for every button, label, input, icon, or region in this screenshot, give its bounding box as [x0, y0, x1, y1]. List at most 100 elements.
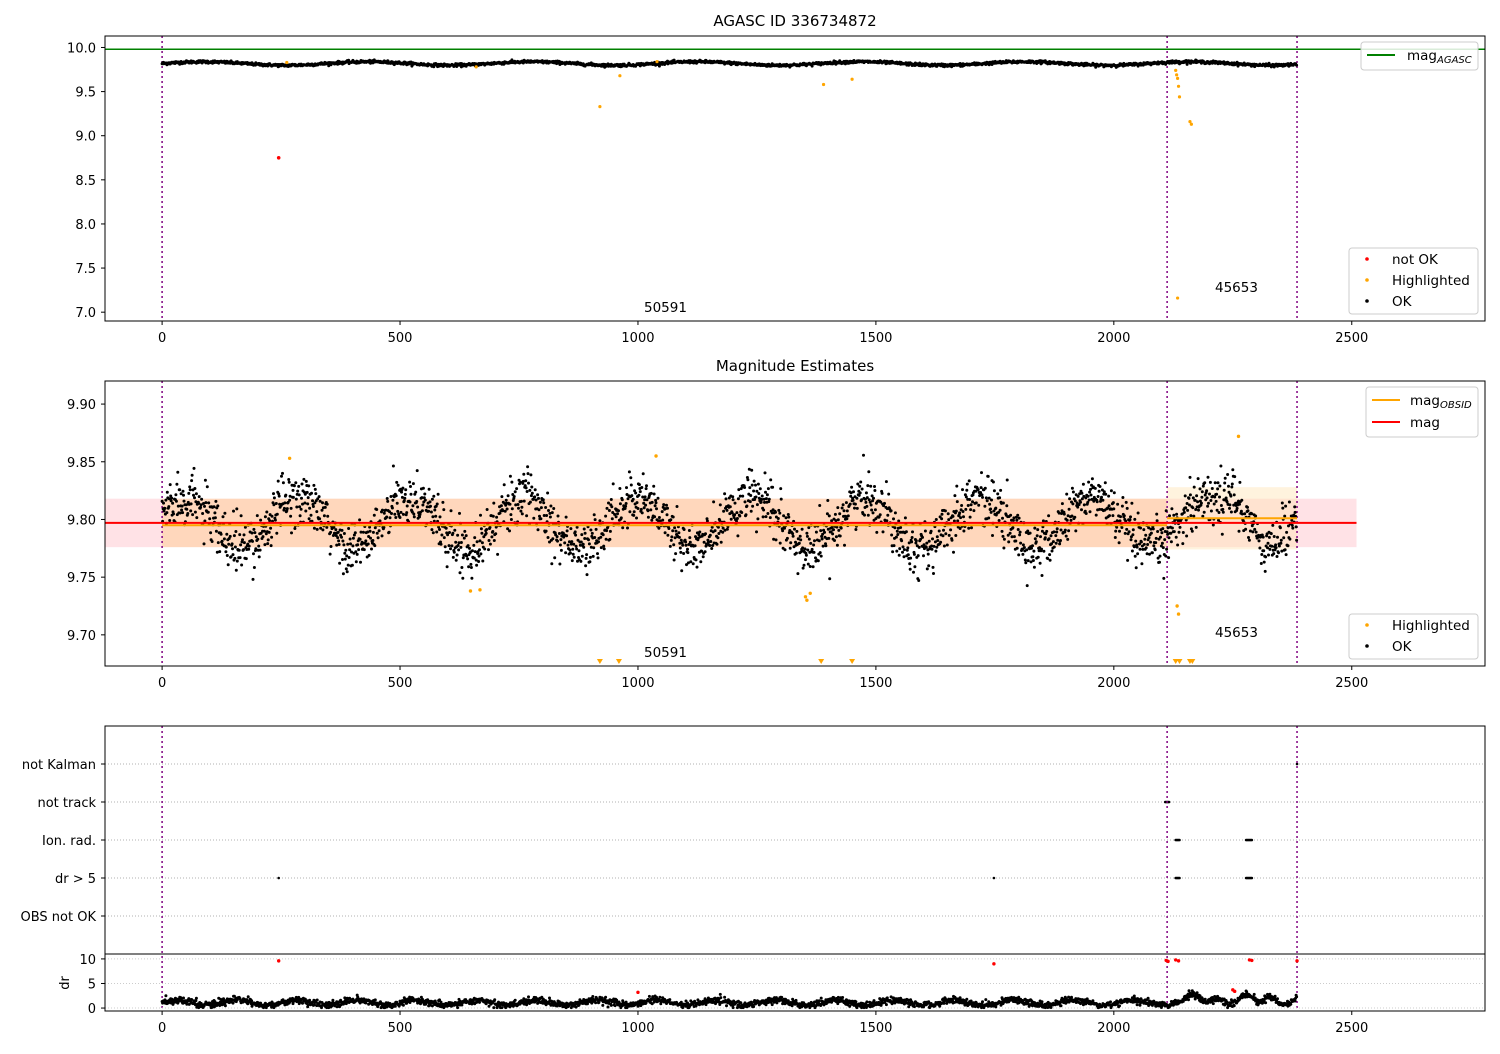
legend-dot-swatch [1365, 257, 1369, 261]
legend-dot-swatch [1365, 278, 1369, 282]
flag-point [992, 876, 996, 880]
flag-category-label: Ion. rad. [42, 834, 96, 849]
offscale-marker [1176, 659, 1183, 664]
legend-subscript: OBSID [1440, 400, 1472, 411]
ok-points [160, 58, 1299, 69]
highlighted-point [618, 74, 622, 78]
offscale-marker [596, 659, 603, 664]
x-tick-label: 500 [388, 676, 413, 691]
flag-point [1295, 762, 1299, 766]
highlighted-point [1176, 612, 1181, 616]
offscale-marker [818, 659, 825, 664]
legend-label: OK [1392, 294, 1413, 310]
highlighted-point [1175, 73, 1179, 77]
legend-dot-swatch [1365, 644, 1369, 648]
highlighted-point [1175, 76, 1180, 80]
y-tick-label: 9.90 [67, 398, 96, 413]
legend-label: mag [1410, 415, 1440, 431]
highlighted-point [803, 595, 808, 599]
highlighted-point [805, 598, 809, 602]
flag-point [277, 876, 280, 880]
highlighted-point [468, 589, 473, 593]
legend-label: not OK [1392, 252, 1439, 268]
x-tick-label: 1500 [859, 331, 892, 346]
mid-obsid-a-label: 50591 [644, 645, 687, 661]
highlighted-point [655, 59, 659, 64]
flag-category-label: not track [37, 796, 96, 811]
x-tick-label: 0 [158, 1021, 166, 1036]
dr-panel-frame [104, 953, 1486, 1012]
dr-points [160, 989, 1299, 1010]
dr-axis-label: dr [58, 976, 73, 990]
highlighted-point [850, 77, 854, 81]
highlighted-point [1174, 68, 1178, 73]
dr-high-point [636, 990, 640, 995]
x-tick-label: 1500 [859, 676, 892, 691]
not-ok-point [276, 155, 281, 160]
top-status-legend [1348, 247, 1479, 315]
legend-label: OK [1392, 639, 1413, 655]
highlighted-point [1188, 119, 1192, 124]
flag-point [1167, 800, 1171, 804]
dr-high-point [1295, 959, 1299, 963]
highlighted-point [1189, 122, 1193, 126]
dr-high-point [1166, 959, 1170, 964]
highlighted-point [1236, 434, 1241, 439]
highlighted-point [1175, 604, 1179, 608]
flag-point [1250, 876, 1254, 880]
y-tick-label: 8.5 [75, 174, 96, 189]
y-tick-label: 9.75 [67, 571, 96, 586]
highlighted-point [1175, 296, 1180, 300]
top-obsid-b-label: 45653 [1215, 280, 1258, 296]
top-panel [104, 35, 1486, 322]
highlighted-point [474, 65, 478, 69]
x-tick-label: 500 [388, 1021, 413, 1036]
y-tick-label: 7.5 [75, 262, 96, 277]
dr-high-point [276, 959, 281, 963]
y-tick-label: 9.0 [75, 130, 96, 145]
top-panel-title: AGASC ID 336734872 [713, 12, 876, 30]
y-tick-label: 10 [79, 953, 96, 968]
legend-subscript: AGASC [1436, 55, 1472, 66]
dr-high-point [1176, 959, 1181, 963]
highlighted-point [478, 588, 482, 592]
x-tick-label: 2500 [1335, 1021, 1368, 1036]
x-tick-label: 2500 [1335, 676, 1368, 691]
highlighted-point [1176, 84, 1181, 88]
legend-dot-swatch [1365, 299, 1369, 303]
y-tick-label: 10.0 [67, 41, 96, 56]
y-tick-label: 9.70 [67, 629, 96, 644]
plot-layer: 0 500 1000 1500 2000 25007.07.58.08.59.09.510… [21, 35, 1486, 1036]
flag-category-label: dr > 5 [55, 872, 96, 887]
dr-high-point [1250, 958, 1254, 963]
highlighted-point [287, 456, 292, 461]
offscale-marker [849, 659, 856, 664]
flag-category-label: not Kalman [22, 758, 96, 773]
top-line-legend [1360, 41, 1479, 71]
y-tick-label: 9.85 [67, 456, 96, 471]
top-panel-frame [104, 35, 1486, 322]
highlighted-point [821, 82, 826, 87]
x-tick-label: 0 [158, 676, 166, 691]
y-tick-label: 7.0 [75, 306, 96, 321]
x-tick-label: 1500 [859, 1021, 892, 1036]
y-tick-label: 8.0 [75, 218, 96, 233]
legend-label: Highlighted [1392, 618, 1470, 634]
middle-panel-frame [104, 380, 1486, 667]
dr-high-point [1173, 958, 1178, 962]
highlighted-point [598, 104, 602, 109]
dr-high-point [992, 962, 996, 966]
offscale-marker [615, 659, 622, 664]
x-tick-label: 0 [158, 331, 166, 346]
y-tick-label: 0 [88, 1002, 96, 1017]
middle-panel-title: Magnitude Estimates [716, 357, 874, 375]
x-tick-label: 1000 [621, 331, 654, 346]
x-tick-label: 1000 [621, 676, 654, 691]
x-tick-label: 2000 [1097, 1021, 1130, 1036]
dr-panel [104, 953, 1486, 1012]
x-tick-label: 2500 [1335, 331, 1368, 346]
legend-dot-swatch [1365, 623, 1369, 627]
offscale-marker [1189, 659, 1196, 664]
